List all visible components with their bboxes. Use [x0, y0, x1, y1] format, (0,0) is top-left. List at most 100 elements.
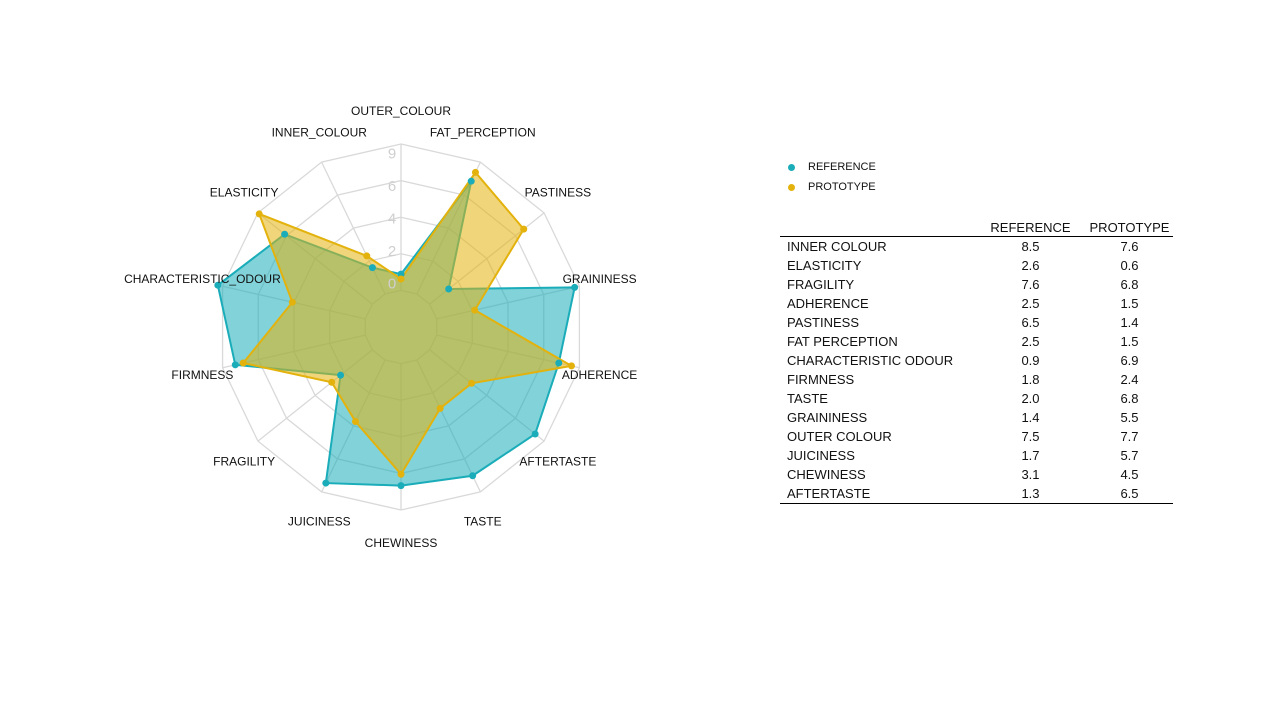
data-point-prototype	[255, 210, 263, 218]
table-header-row: REFERENCE PROTOTYPE	[780, 218, 1173, 237]
data-point-reference	[469, 472, 477, 480]
axis-label: CHARACTERISTIC_ODOUR	[124, 272, 281, 286]
axis-label: FIRMNESS	[171, 368, 233, 382]
table-cell-reference: 1.3	[975, 484, 1086, 504]
table-cell-reference: 8.5	[1021, 239, 1040, 254]
table-row: FRAGILITY 7.6 6.8	[780, 275, 1173, 294]
axis-label: PASTINESS	[525, 185, 591, 199]
legend-label-reference: REFERENCE	[808, 161, 876, 173]
tick-label: 6	[388, 178, 396, 195]
legend-item-prototype[interactable]: PROTOTYPE	[788, 177, 876, 197]
legend: REFERENCE PROTOTYPE	[788, 157, 876, 197]
header-attribute	[780, 218, 975, 237]
axis-label: JUICINESS	[288, 515, 351, 529]
table-cell-prototype: 0.6	[1120, 258, 1139, 273]
table-cell-reference: 0.9	[1021, 353, 1040, 368]
axis-label: AFTERTASTE	[519, 455, 596, 469]
table-cell-prototype: 5.5	[1120, 410, 1139, 425]
table-cell-reference: 3.1	[1021, 467, 1040, 482]
table-cell-prototype: 7.7	[1120, 429, 1139, 444]
table-cell-attribute: ELASTICITY	[787, 258, 862, 273]
axis-label: TASTE	[464, 515, 502, 529]
table-cell-attribute: GRAININESS	[787, 410, 868, 425]
table-row: TASTE 2.0 6.8	[780, 389, 1173, 408]
table-cell-attribute: PASTINESS	[787, 315, 860, 330]
data-point-reference	[467, 177, 475, 185]
table-cell-reference: 2.6	[1021, 258, 1040, 273]
table-row: AFTERTASTE 1.3 6.5	[780, 484, 1173, 504]
legend-item-reference[interactable]: REFERENCE	[788, 157, 876, 177]
data-point-reference	[281, 230, 289, 238]
data-table: REFERENCE PROTOTYPE INNER COLOUR 8.5 7.6 EL…	[780, 218, 1173, 504]
data-point-reference	[397, 482, 405, 490]
data-point-prototype	[471, 306, 479, 314]
table-row: CHARACTERISTIC ODOUR 0.9 6.9	[780, 351, 1173, 370]
table-cell-prototype: 1.4	[1120, 315, 1139, 330]
table-cell-prototype: 7.6	[1120, 239, 1139, 254]
table-cell-attribute: JUICINESS	[787, 448, 855, 463]
table-row: ADHERENCE 2.5 1.5	[780, 294, 1173, 313]
data-point-prototype	[288, 298, 296, 306]
table-cell-prototype: 5.7	[1120, 448, 1139, 463]
data-point-prototype	[397, 470, 405, 478]
data-point-reference	[531, 430, 539, 438]
table-cell-attribute: INNER COLOUR	[787, 239, 887, 254]
table-row: CHEWINESS 3.1 4.5	[780, 465, 1173, 484]
tick-label: 0	[388, 275, 396, 292]
data-point-reference	[214, 281, 222, 289]
axis-label: CHEWINESS	[365, 536, 438, 550]
table-cell-reference: 2.5	[1021, 334, 1040, 349]
table-cell-attribute: CHARACTERISTIC ODOUR	[787, 353, 954, 368]
data-point-prototype	[520, 225, 528, 233]
header-prototype: PROTOTYPE	[1086, 218, 1173, 237]
axis-label: ELASTICITY	[210, 185, 279, 199]
table-row: INNER COLOUR 8.5 7.6	[780, 237, 1173, 257]
table-cell-reference: 1.8	[1021, 372, 1040, 387]
table-row: FIRMNESS 1.8 2.4	[780, 370, 1173, 389]
data-point-reference	[445, 285, 453, 293]
data-point-prototype	[436, 404, 444, 412]
axis-label: FRAGILITY	[213, 455, 275, 469]
data-point-prototype	[363, 252, 371, 260]
legend-label-prototype: PROTOTYPE	[808, 181, 876, 193]
data-point-reference	[368, 264, 376, 272]
data-point-reference	[337, 371, 345, 379]
legend-marker-prototype	[788, 183, 795, 191]
data-point-reference	[322, 479, 330, 487]
table-row: PASTINESS 6.5 1.4	[780, 313, 1173, 332]
data-point-reference	[571, 283, 579, 291]
tick-label: 2	[388, 243, 396, 260]
table-cell-prototype: 1.5	[1120, 296, 1139, 311]
table-cell-prototype: 1.5	[1120, 334, 1139, 349]
table-cell-attribute: FRAGILITY	[787, 277, 855, 292]
table-cell-attribute: CHEWINESS	[787, 467, 866, 482]
table-cell-reference: 1.7	[1021, 448, 1040, 463]
table-cell-attribute: FIRMNESS	[787, 372, 855, 387]
axis-label: INNER_COLOUR	[272, 125, 368, 139]
table-cell-attribute: OUTER COLOUR	[787, 429, 892, 444]
table-row: OUTER COLOUR 7.5 7.7	[780, 427, 1173, 446]
data-point-reference	[555, 359, 563, 367]
table-cell-attribute: AFTERTASTE	[780, 484, 975, 504]
table-row: FAT PERCEPTION 2.5 1.5	[780, 332, 1173, 351]
data-point-prototype	[328, 378, 336, 386]
data-point-reference	[397, 270, 405, 278]
table-row: GRAININESS 1.4 5.5	[780, 408, 1173, 427]
data-point-reference	[231, 361, 239, 369]
table-cell-prototype: 6.5	[1086, 484, 1173, 504]
table-cell-reference: 1.4	[1021, 410, 1040, 425]
legend-marker-reference	[788, 163, 795, 171]
table-cell-prototype: 2.4	[1120, 372, 1139, 387]
tick-label: 9	[388, 145, 396, 162]
table-cell-reference: 6.5	[1021, 315, 1040, 330]
data-point-prototype	[468, 379, 476, 387]
table-cell-reference: 2.5	[1021, 296, 1040, 311]
axis-label: FAT_PERCEPTION	[430, 125, 536, 139]
axis-label: OUTER_COLOUR	[351, 104, 451, 118]
table-cell-attribute: ADHERENCE	[787, 296, 869, 311]
table-body: INNER COLOUR 8.5 7.6 ELASTICITY 2.6 0.6 FRAGIL…	[780, 237, 1173, 504]
table-cell-prototype: 4.5	[1120, 467, 1139, 482]
table-cell-prototype: 6.9	[1120, 353, 1139, 368]
table-row: ELASTICITY 2.6 0.6	[780, 256, 1173, 275]
axis-label: GRAININESS	[563, 272, 637, 286]
